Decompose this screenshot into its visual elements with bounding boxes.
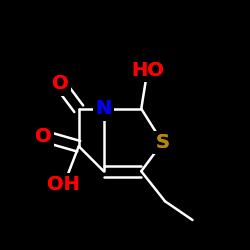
Text: N: N (96, 99, 112, 118)
Text: N: N (96, 99, 112, 118)
Text: O: O (52, 74, 68, 93)
Text: O: O (36, 127, 52, 146)
Text: S: S (156, 133, 170, 152)
Text: OH: OH (47, 176, 80, 195)
Text: O: O (52, 74, 68, 93)
Text: HO: HO (131, 60, 164, 80)
Text: OH: OH (47, 176, 80, 195)
Text: S: S (156, 133, 170, 152)
Text: O: O (36, 127, 52, 146)
Text: HO: HO (131, 60, 164, 80)
